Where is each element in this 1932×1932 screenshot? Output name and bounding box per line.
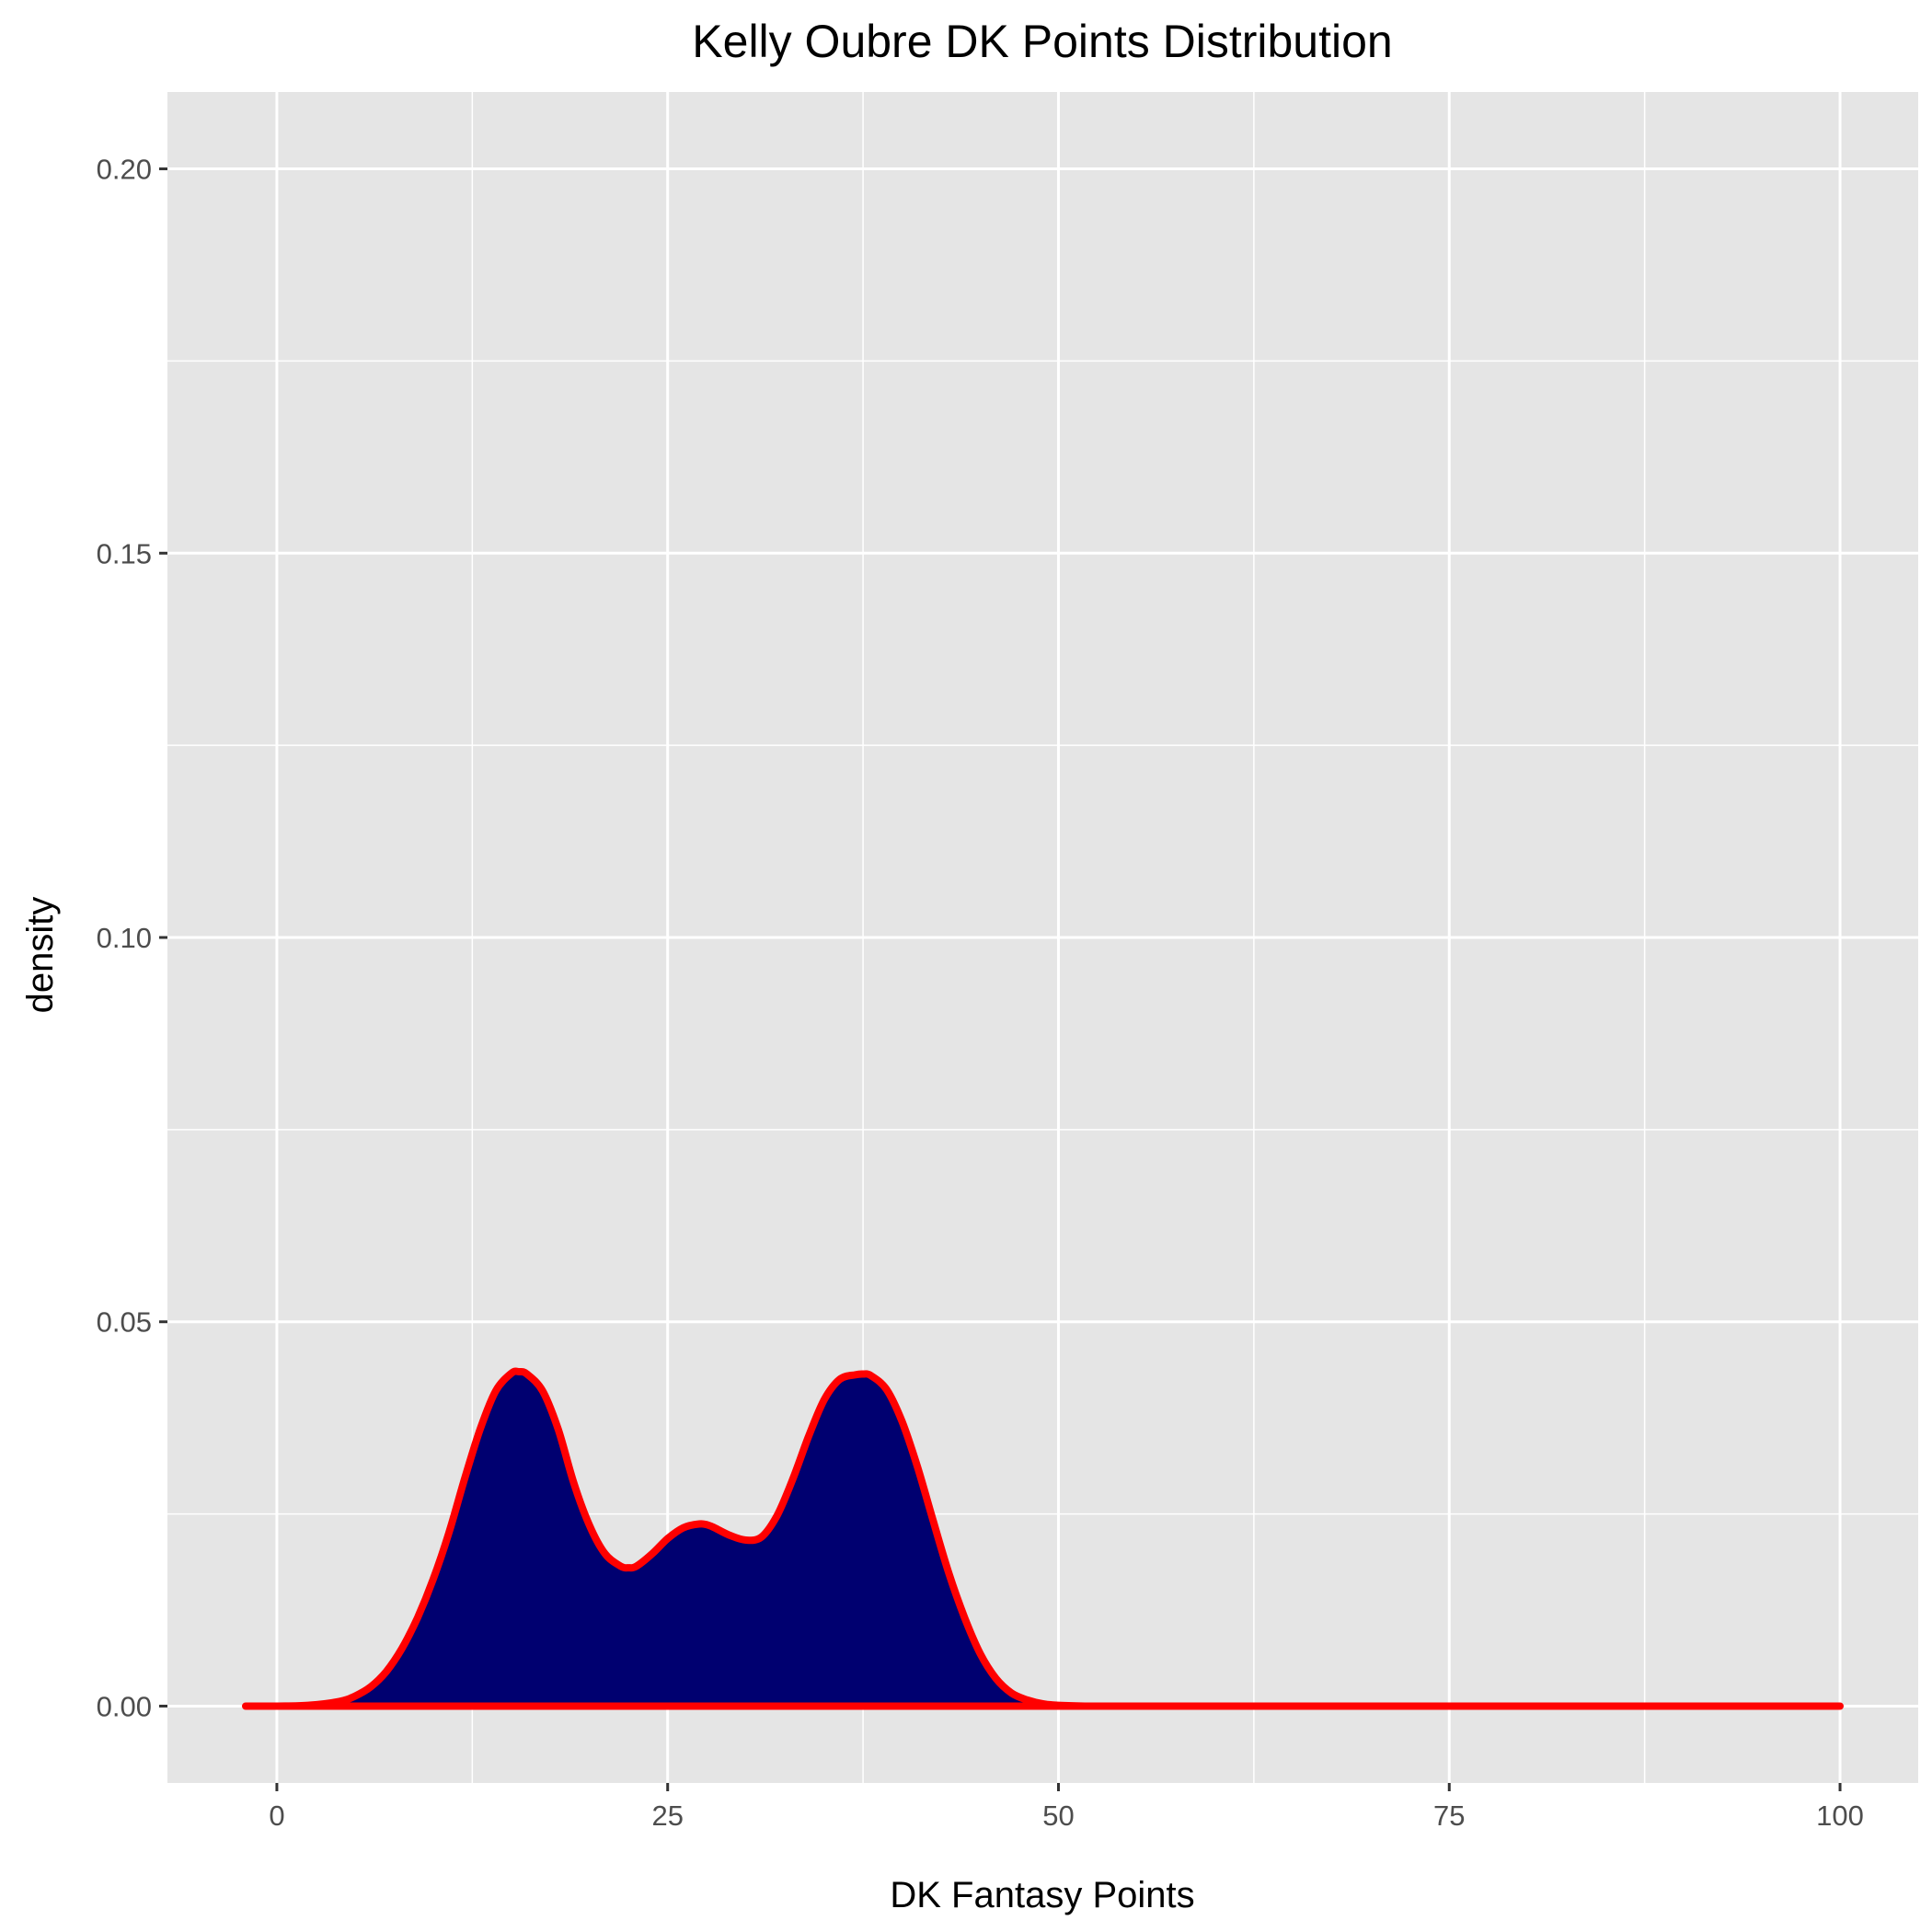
x-tick-label: 25 — [651, 1800, 683, 1832]
y-axis-title: density — [20, 897, 61, 1014]
y-tick-label: 0.20 — [97, 154, 152, 186]
chart-title: Kelly Oubre DK Points Distribution — [692, 16, 1392, 67]
y-axis: 0.00 0.05 0.10 0.15 0.20 — [97, 154, 167, 1722]
density-area — [246, 1371, 1840, 1707]
x-tick-label: 75 — [1433, 1800, 1465, 1832]
x-tick-label: 100 — [1816, 1800, 1864, 1832]
density-line — [242, 1367, 1844, 1710]
x-tick-label: 0 — [269, 1800, 284, 1832]
x-axis-title: DK Fantasy Points — [890, 1875, 1194, 1915]
y-tick-label: 0.15 — [97, 537, 152, 569]
y-tick-label: 0.00 — [97, 1690, 152, 1722]
x-tick-label: 50 — [1042, 1800, 1074, 1832]
y-tick-label: 0.10 — [97, 922, 152, 954]
y-tick-label: 0.05 — [97, 1306, 152, 1339]
x-axis: 0 25 50 75 100 — [269, 1783, 1864, 1832]
